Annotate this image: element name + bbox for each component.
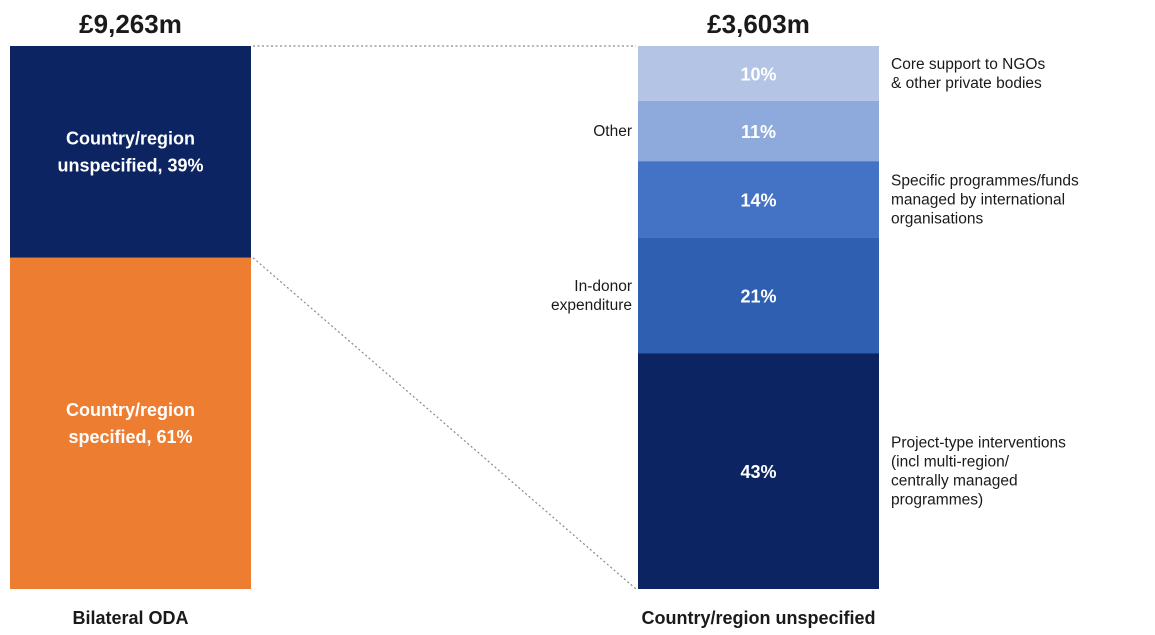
segment-label-bilateral-1: Country/region specified, 61% — [66, 400, 195, 447]
total-label-unspecified: £3,603m — [707, 9, 810, 39]
segment-label-bilateral-0: Country/region unspecified, 39% — [57, 128, 203, 175]
segment-annotation-2: Specific programmes/funds managed by inte… — [891, 173, 1079, 228]
total-label-bilateral: £9,263m — [79, 9, 182, 39]
bar-segment-unspecified-0 — [638, 46, 879, 101]
bar-segment-unspecified-4 — [638, 353, 879, 589]
segment-value-label-2: 14% — [740, 191, 776, 211]
x-label-bilateral: Bilateral ODA — [72, 608, 188, 628]
segment-value-label-0: 10% — [740, 64, 776, 84]
segment-value-label-1: 11% — [741, 122, 776, 142]
segment-value-label-3: 21% — [740, 287, 776, 307]
bar-segment-unspecified-1 — [638, 100, 879, 162]
segment-annotation-0: Core support to NGOs & other private bodi… — [891, 56, 1045, 92]
bar-segment-unspecified-3 — [638, 237, 879, 354]
x-label-unspecified: Country/region unspecified — [641, 608, 875, 628]
bar-segment-unspecified-2 — [638, 161, 879, 238]
segment-annotation-4: Project-type interventions (incl multi-re… — [891, 435, 1066, 509]
segment-value-label-4: 43% — [740, 462, 776, 482]
bar-segment-bilateral-0 — [10, 46, 251, 258]
connector-line-bottom — [252, 257, 637, 590]
segment-annotation-3: In-donor expenditure — [551, 278, 632, 314]
bar-segment-bilateral-1 — [10, 257, 251, 589]
segment-annotation-1: Other — [593, 123, 632, 140]
